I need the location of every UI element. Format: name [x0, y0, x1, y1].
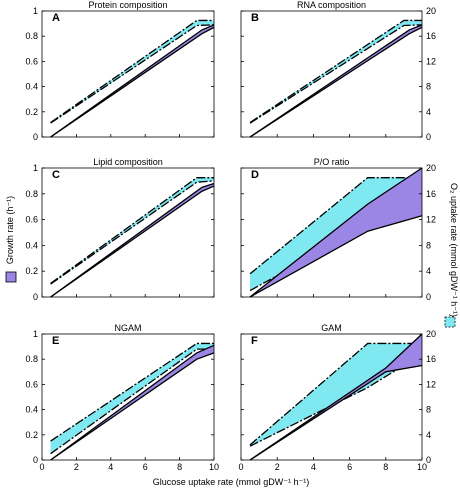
x-tick-label: 0 — [39, 462, 44, 472]
x-tick-label: 2 — [275, 462, 280, 472]
left-tick-label: 0.6 — [25, 379, 38, 389]
left-tick-label: 1 — [33, 329, 38, 339]
right-tick-label: 16 — [426, 354, 436, 364]
o2-band — [51, 20, 214, 123]
right-tick-label: 12 — [426, 379, 436, 389]
left-tick-label: 0.6 — [25, 56, 38, 66]
x-tick-label: 0 — [238, 462, 243, 472]
panel-letter: A — [52, 12, 60, 24]
panel-letter: F — [251, 335, 258, 347]
left-tick-label: 0.2 — [25, 266, 38, 276]
left-tick-label: 0.8 — [25, 31, 38, 41]
right-tick-label: 0 — [426, 132, 431, 142]
o2-legend-swatch — [445, 317, 455, 327]
left-tick-label: 0.8 — [25, 189, 38, 199]
panel-title: GAM — [321, 323, 342, 333]
left-tick-label: 0.4 — [25, 405, 38, 415]
x-tick-label: 8 — [177, 462, 182, 472]
right-tick-label: 16 — [426, 189, 436, 199]
o2-band — [51, 178, 214, 284]
x-tick-label: 2 — [74, 462, 79, 472]
right-tick-label: 8 — [426, 82, 431, 92]
growth-lower-line — [250, 27, 422, 137]
right-tick-label: 4 — [426, 266, 431, 276]
left-tick-label: 0 — [33, 455, 38, 465]
x-tick-label: 10 — [209, 462, 219, 472]
growth-lower-line — [51, 353, 214, 460]
panel-letter: C — [52, 169, 60, 181]
right-tick-label: 4 — [426, 107, 431, 117]
panel-letter: D — [251, 169, 259, 181]
o2-upper-line — [51, 20, 214, 122]
left-tick-label: 0.4 — [25, 240, 38, 250]
x-tick-label: 4 — [108, 462, 113, 472]
panel-title: RNA composition — [297, 0, 366, 10]
growth-band — [250, 168, 422, 297]
left-tick-label: 0.6 — [25, 215, 38, 225]
right-tick-label: 12 — [426, 215, 436, 225]
right-tick-label: 12 — [426, 56, 436, 66]
right-tick-label: 16 — [426, 31, 436, 41]
panel-b: 0 4 8 12 16 20 B RNA composition — [241, 0, 436, 142]
growth-legend-swatch — [6, 272, 16, 282]
panel-d: 0 4 8 12 16 20 D P/O ratio — [241, 157, 436, 302]
right-tick-label: 20 — [426, 6, 436, 16]
x-tick-label: 4 — [311, 462, 316, 472]
panel-a: 0 0.2 0.4 0.6 0.8 1 A Protein composition — [25, 0, 214, 142]
left-tick-label: 0.2 — [25, 430, 38, 440]
panel-letter: B — [251, 12, 259, 24]
growth-lower-line — [51, 186, 214, 297]
growth-axis-label: Growth rate (h⁻¹) — [5, 196, 15, 264]
right-tick-label: 0 — [426, 292, 431, 302]
panel-title: Lipid composition — [93, 157, 163, 167]
panel-letter: E — [52, 335, 59, 347]
left-tick-label: 0.8 — [25, 354, 38, 364]
o2-axis-label: O₂ uptake rate (mmol gDW⁻¹ h⁻¹) — [449, 183, 459, 317]
right-tick-label: 20 — [426, 163, 436, 173]
panel-title: P/O ratio — [314, 157, 350, 167]
right-tick-label: 8 — [426, 240, 431, 250]
x-tick-label: 8 — [383, 462, 388, 472]
panel-title: Protein composition — [88, 0, 167, 10]
right-tick-label: 8 — [426, 405, 431, 415]
panel-title: NGAM — [115, 323, 142, 333]
left-tick-label: 0.2 — [25, 107, 38, 117]
o2-upper-line — [51, 178, 214, 284]
right-tick-label: 4 — [426, 430, 431, 440]
left-tick-label: 0 — [33, 132, 38, 142]
right-tick-label: 0 — [426, 455, 431, 465]
o2-band — [250, 20, 422, 123]
x-tick-label: 6 — [143, 462, 148, 472]
left-tick-label: 0.4 — [25, 82, 38, 92]
growth-lower-line — [51, 27, 214, 137]
left-tick-label: 1 — [33, 163, 38, 173]
panel-e: 0 2 4 6 8 10 0 0.2 0.4 0.6 0.8 1 E NGAM — [25, 323, 219, 472]
left-tick-label: 1 — [33, 6, 38, 16]
panel-c: 0 0.2 0.4 0.6 0.8 1 C Lipid composition — [25, 157, 214, 302]
left-tick-label: 0 — [33, 292, 38, 302]
x-axis-label: Glucose uptake rate (mmol gDW⁻¹ h⁻¹) — [153, 477, 310, 487]
right-tick-label: 20 — [426, 329, 436, 339]
x-tick-label: 6 — [347, 462, 352, 472]
